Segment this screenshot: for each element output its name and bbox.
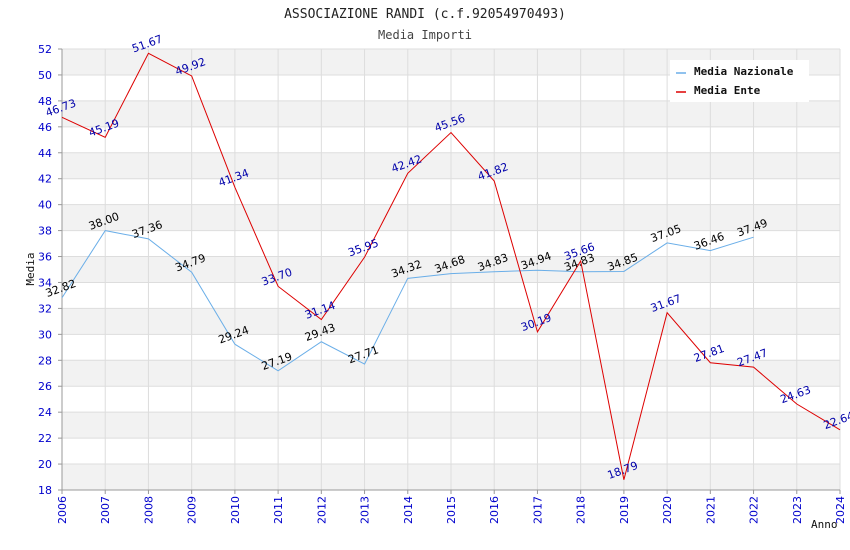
y-tick-label: 44 <box>38 147 52 160</box>
legend: Media Nazionale Media Ente <box>670 60 809 102</box>
y-tick-label: 20 <box>38 458 52 471</box>
y-axis-label: Media <box>24 252 37 285</box>
series-lines <box>61 52 841 480</box>
y-tick-label: 42 <box>38 173 52 186</box>
chart-title: ASSOCIAZIONE RANDI (c.f.92054970493) <box>284 7 566 22</box>
x-tick-labels: 2006 2007 2008 2009 2010 2011 2012 2013 2014 2015… <box>56 496 847 524</box>
series-line-media-nazionale <box>61 230 754 372</box>
x-tick-label: 2008 <box>142 496 155 524</box>
x-axis-label: Anno <box>811 518 838 531</box>
chart-subtitle: Media Importi <box>378 28 472 42</box>
y-tick-label: 18 <box>38 484 52 497</box>
y-tick-label: 40 <box>38 199 52 212</box>
x-tick-label: 2023 <box>791 496 804 524</box>
gridlines <box>61 48 841 491</box>
x-tick-label: 2015 <box>445 496 458 524</box>
x-tick-label: 2019 <box>618 496 631 524</box>
x-tick-label: 2017 <box>531 496 544 524</box>
y-tick-label: 46 <box>38 121 52 134</box>
legend-box <box>670 60 809 102</box>
y-tick-label: 22 <box>38 432 52 445</box>
x-tick-label: 2022 <box>748 496 761 524</box>
x-tick-label: 2010 <box>229 496 242 524</box>
y-tick-labels: 18 20 22 24 26 28 30 32 34 36 38 40 42 44 46 48 50 52 <box>38 43 52 497</box>
y-tick-label: 48 <box>38 95 52 108</box>
x-tick-label: 2007 <box>99 496 112 524</box>
x-tick-label: 2016 <box>488 496 501 524</box>
y-tick-label: 32 <box>38 302 52 315</box>
y-tick-label: 36 <box>38 251 52 264</box>
y-tick-label: 24 <box>38 406 52 419</box>
y-tick-label: 26 <box>38 380 52 393</box>
y-tick-label: 34 <box>38 276 52 289</box>
y-tick-label: 50 <box>38 69 52 82</box>
x-tick-label: 2021 <box>704 496 717 524</box>
y-tick-label: 30 <box>38 328 52 341</box>
series-line-media-ente <box>61 52 841 480</box>
axes <box>58 48 841 494</box>
legend-label-media-ente: Media Ente <box>694 84 761 97</box>
legend-label-media-nazionale: Media Nazionale <box>694 65 794 78</box>
x-tick-label: 2012 <box>315 496 328 524</box>
x-tick-label: 2024 <box>834 496 847 524</box>
x-tick-label: 2020 <box>661 496 674 524</box>
y-tick-label: 52 <box>38 43 52 56</box>
y-tick-label: 38 <box>38 225 52 238</box>
y-tick-label: 28 <box>38 354 52 367</box>
x-tick-label: 2009 <box>186 496 199 524</box>
x-tick-label: 2011 <box>272 496 285 524</box>
x-tick-label: 2014 <box>402 496 415 524</box>
x-tick-label: 2013 <box>359 496 372 524</box>
x-tick-label: 2018 <box>575 496 588 524</box>
x-tick-label: 2006 <box>56 496 69 524</box>
